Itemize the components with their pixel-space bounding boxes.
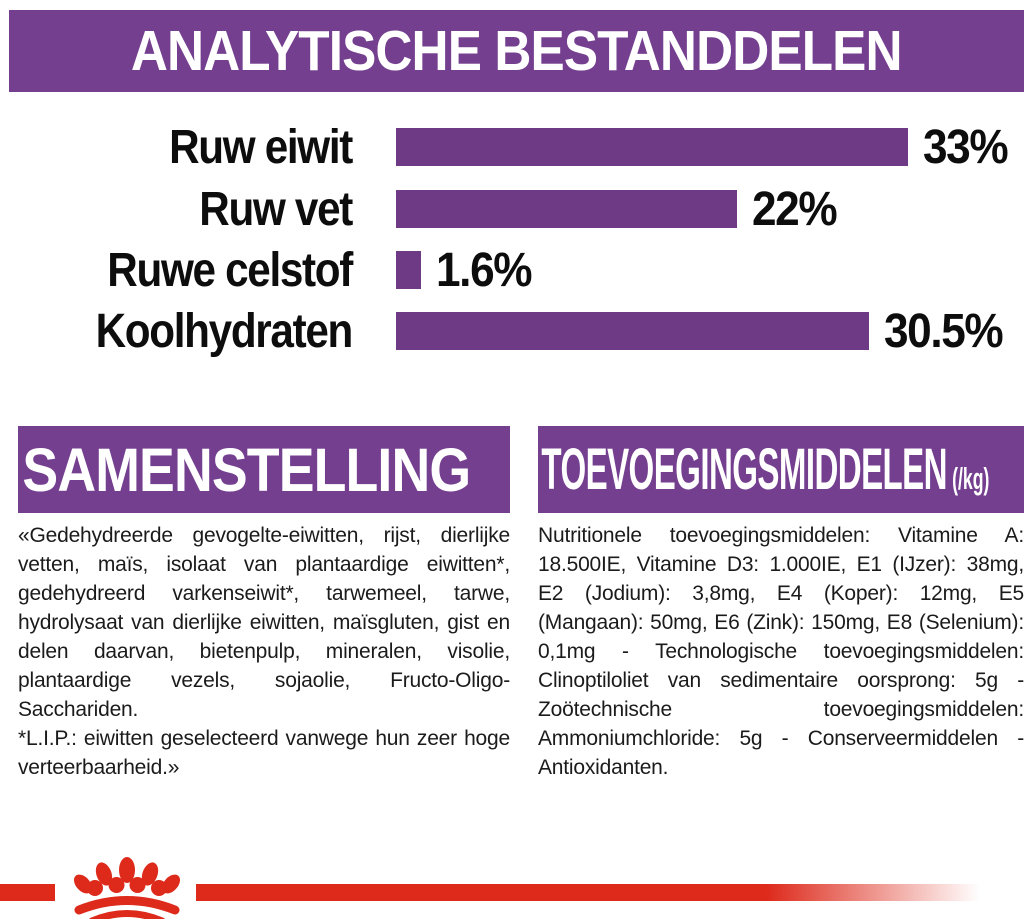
composition-section: SAMENSTELLING «Gedehydreerde gevogelte-e…	[18, 426, 510, 782]
bar-value: 1.6%	[435, 243, 533, 297]
additives-section: TOEVOEGINGSMIDDELEN (/kg) Nutritionele t…	[538, 426, 1024, 782]
crown-paw-logo-icon	[73, 857, 181, 919]
composition-body: «Gedehydreerde gevogelte-eiwitten, rijst…	[18, 521, 510, 782]
chart-row: Ruw vet 22%	[0, 183, 1030, 236]
additives-banner: TOEVOEGINGSMIDDELEN (/kg)	[538, 426, 1024, 513]
analytical-components-banner: ANALYTISCHE BESTANDDELEN	[9, 10, 1024, 92]
composition-banner: SAMENSTELLING	[18, 426, 510, 513]
additives-paragraph: Nutritionele toevoegingsmiddelen: Vitami…	[538, 524, 1024, 779]
bar-label: Koolhydraten	[95, 304, 354, 358]
bar	[396, 190, 737, 228]
red-divider-line	[196, 884, 988, 901]
composition-paragraph: «Gedehydreerde gevogelte-eiwitten, rijst…	[18, 524, 510, 721]
bar-value: 30.5%	[883, 304, 1004, 358]
additives-body: Nutritionele toevoegingsmiddelen: Vitami…	[538, 521, 1024, 782]
chart-row: Ruw eiwit 33%	[0, 121, 1030, 174]
bar-value: 22%	[752, 182, 838, 236]
additives-unit: (/kg)	[952, 461, 990, 496]
additives-title-wrap: TOEVOEGINGSMIDDELEN (/kg)	[538, 436, 989, 503]
bar	[396, 312, 869, 350]
bar-value: 33%	[922, 120, 1009, 174]
analytical-components-title: ANALYTISCHE BESTANDDELEN	[131, 19, 903, 83]
bar-label: Ruw eiwit	[169, 120, 353, 174]
bar	[396, 128, 908, 166]
composition-title: SAMENSTELLING	[22, 435, 471, 504]
chart-row: Koolhydraten 30.5%	[0, 305, 1030, 358]
analytical-components-chart: Ruw eiwit 33% Ruw vet 22% Ruwe celstof 1…	[0, 0, 1030, 400]
red-divider-left	[0, 884, 55, 901]
chart-row: Ruwe celstof 1.6%	[0, 244, 1030, 297]
bar-label: Ruw vet	[199, 182, 353, 236]
bar	[396, 251, 421, 289]
bar-label: Ruwe celstof	[107, 243, 353, 297]
additives-title: TOEVOEGINGSMIDDELEN	[541, 437, 947, 502]
composition-footnote: *L.I.P.: eiwitten geselecteerd vanwege h…	[18, 727, 510, 779]
